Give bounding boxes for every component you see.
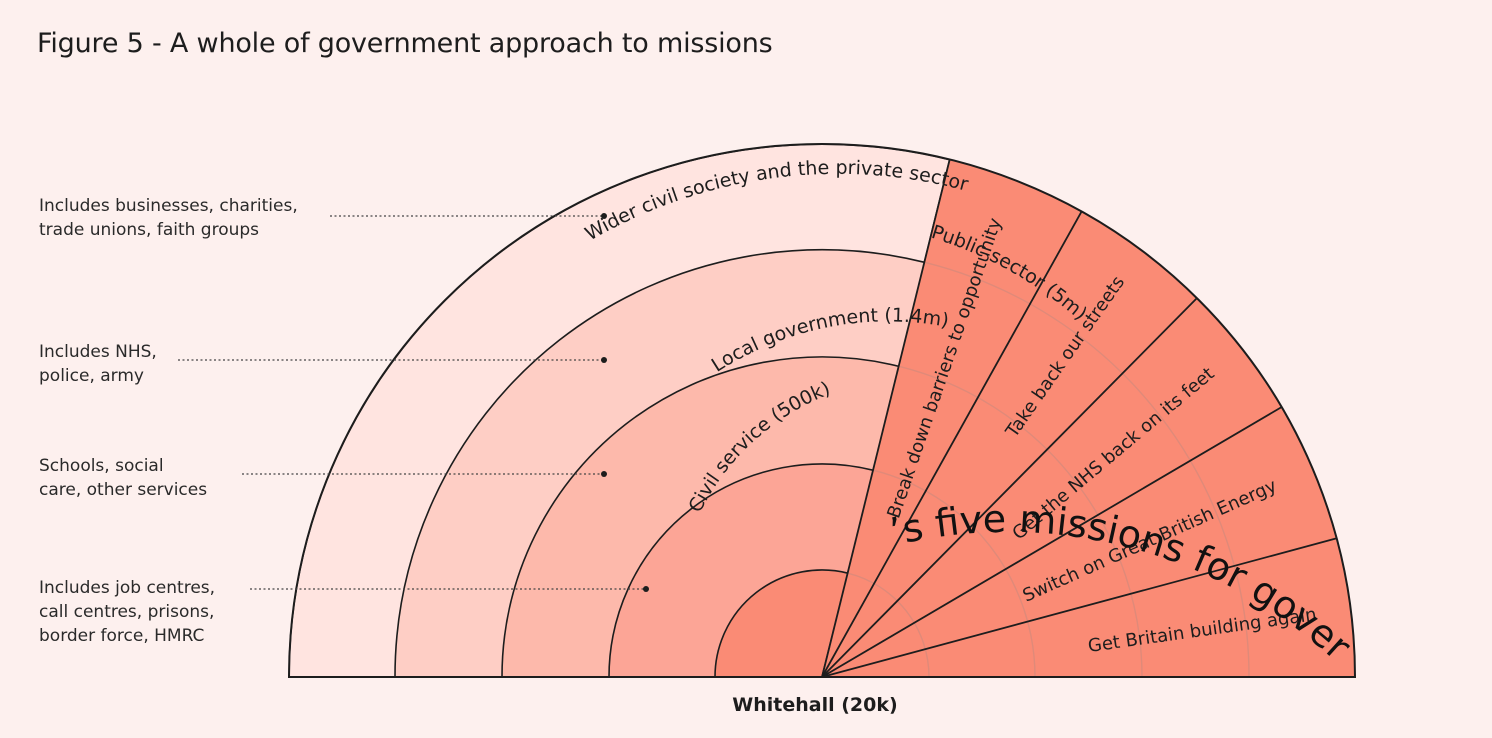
leader-dot xyxy=(643,586,649,592)
leader-dot xyxy=(601,213,607,219)
mission-divider xyxy=(821,537,1338,678)
core-whitehall xyxy=(714,569,849,678)
leader-dot xyxy=(601,357,607,363)
mission-arc xyxy=(925,261,1250,678)
note-local-government: Schools, social care, other services xyxy=(39,454,207,502)
note-line: call centres, prisons, xyxy=(39,602,215,622)
mission-arc xyxy=(899,365,1143,678)
leader-lines xyxy=(178,213,649,592)
note-civil-service: Includes job centres, call centres, pris… xyxy=(39,576,215,648)
note-line: care, other services xyxy=(39,480,208,500)
mission-dividers xyxy=(821,210,1338,678)
mission-divider xyxy=(821,406,1283,678)
note-line: Includes NHS, xyxy=(39,342,157,362)
mission-arc xyxy=(847,572,930,678)
note-line: border force, HMRC xyxy=(39,626,205,646)
center-label: Whitehall (20k) xyxy=(732,694,897,716)
mission-arc xyxy=(873,469,1036,678)
figure-title: Figure 5 - A whole of government approac… xyxy=(37,28,773,59)
note-line: Includes businesses, charities, xyxy=(39,196,298,216)
note-public-sector: Includes NHS, police, army xyxy=(39,340,157,388)
outer-outline xyxy=(287,143,1357,678)
note-line: Includes job centres, xyxy=(39,578,216,598)
boundary-line xyxy=(821,159,951,678)
note-line: Schools, social xyxy=(39,456,164,476)
note-line: police, army xyxy=(39,366,144,386)
note-wider-society: Includes businesses, charities, trade un… xyxy=(39,194,298,242)
ring-group xyxy=(288,143,951,678)
leader-dot xyxy=(601,471,607,477)
note-line: trade unions, faith groups xyxy=(39,220,260,240)
missions-band xyxy=(822,159,1355,677)
mission-divider xyxy=(821,210,1083,678)
mission-divider xyxy=(821,297,1198,678)
mission-inner-arcs xyxy=(847,261,1250,678)
